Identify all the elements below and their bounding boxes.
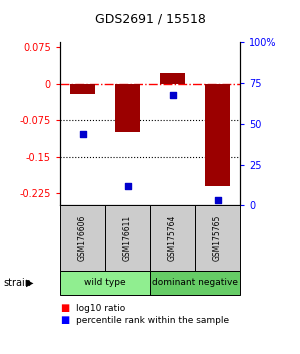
Text: percentile rank within the sample: percentile rank within the sample <box>76 316 230 325</box>
Point <box>170 92 175 97</box>
Text: GSM176606: GSM176606 <box>78 215 87 261</box>
Text: dominant negative: dominant negative <box>152 278 238 287</box>
Text: ▶: ▶ <box>26 278 33 288</box>
Text: GSM175765: GSM175765 <box>213 215 222 261</box>
Bar <box>205 84 230 186</box>
Point <box>80 131 85 137</box>
Bar <box>160 73 185 84</box>
Point <box>215 198 220 203</box>
Text: strain: strain <box>3 278 31 288</box>
Bar <box>70 84 95 93</box>
Text: ■: ■ <box>60 315 69 325</box>
Text: GDS2691 / 15518: GDS2691 / 15518 <box>94 12 206 25</box>
Text: GSM175764: GSM175764 <box>168 215 177 261</box>
Text: log10 ratio: log10 ratio <box>76 304 126 313</box>
Text: ■: ■ <box>60 303 69 313</box>
Text: wild type: wild type <box>84 278 126 287</box>
Text: GSM176611: GSM176611 <box>123 215 132 261</box>
Bar <box>115 84 140 132</box>
Point <box>125 183 130 189</box>
